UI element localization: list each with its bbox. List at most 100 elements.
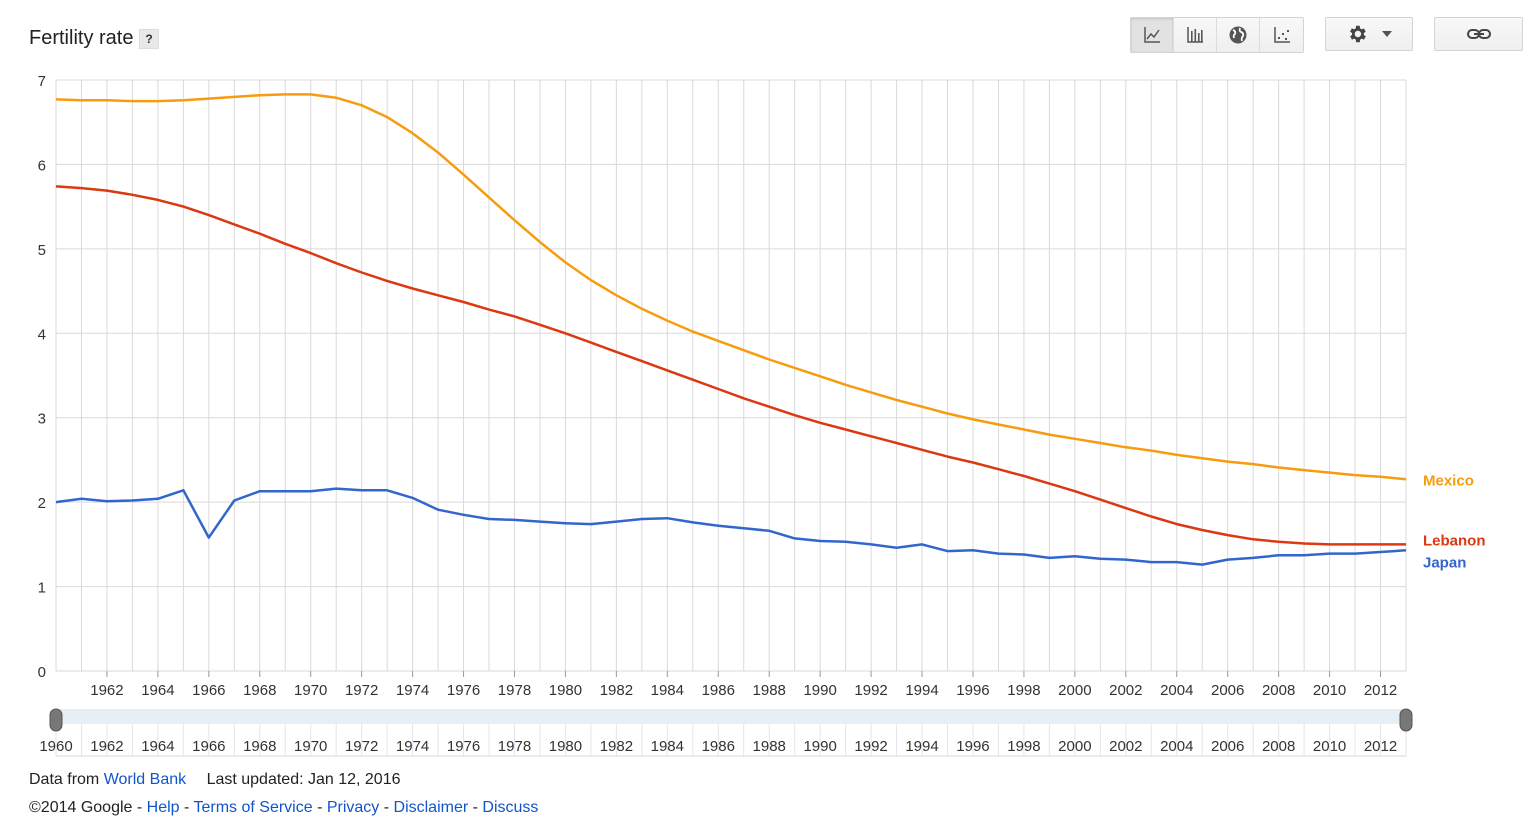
x-tick-label: 1968 (243, 682, 276, 699)
discuss-link[interactable]: Discuss (482, 799, 539, 816)
series-lines (55, 93, 1407, 566)
slider-year-label: 1986 (702, 738, 735, 755)
series-label-mexico: Mexico (1423, 472, 1474, 489)
slider-year-label: 2002 (1109, 738, 1142, 755)
x-tick-label: 1974 (396, 682, 429, 699)
help-link[interactable]: Help (146, 799, 180, 816)
x-tick-label: 1990 (803, 682, 836, 699)
scatter-chart-icon (1273, 27, 1290, 43)
series-label-japan: Japan (1423, 554, 1466, 571)
slider-year-label: 1978 (498, 738, 531, 755)
copyright: ©2014 Google (29, 799, 133, 816)
slider-year-label: 1966 (192, 738, 225, 755)
slider-year-label: 2010 (1313, 738, 1346, 755)
series-labels: Mexico Lebanon Japan (1423, 472, 1486, 571)
x-tick-label: 1994 (905, 682, 938, 699)
slider-year-label: 1972 (345, 738, 378, 755)
help-button[interactable]: ? (139, 29, 159, 49)
slider-year-label: 1990 (803, 738, 836, 755)
bar-chart-icon (1187, 27, 1203, 43)
y-tick-label: 7 (38, 73, 46, 90)
scatter-chart-button[interactable] (1260, 18, 1303, 52)
footer-links: ©2014 Google - Help - Terms of Service -… (29, 799, 539, 816)
y-tick-label: 0 (38, 664, 46, 681)
x-tick-label: 2002 (1109, 682, 1142, 699)
slider-year-label: 1988 (753, 738, 786, 755)
slider-year-label: 1984 (651, 738, 684, 755)
x-tick-label: 1964 (141, 682, 174, 699)
slider-year-label: 2000 (1058, 738, 1091, 755)
slider-year-label: 1964 (141, 738, 174, 755)
y-tick-label: 5 (38, 242, 46, 259)
x-tick-label: 1992 (854, 682, 887, 699)
line-chart-icon (1144, 27, 1160, 43)
caret-down-icon (1382, 31, 1392, 37)
slider-year-label: 1994 (905, 738, 938, 755)
chart-type-toolbar (1130, 17, 1304, 53)
series-label-lebanon: Lebanon (1423, 532, 1486, 549)
slider-year-label: 1976 (447, 738, 480, 755)
x-tick-label: 2000 (1058, 682, 1091, 699)
terms-link[interactable]: Terms of Service (193, 799, 313, 816)
map-button[interactable] (1217, 18, 1260, 52)
slider-handle-end[interactable] (1399, 708, 1413, 732)
chart-title: Fertility rate (29, 27, 134, 49)
disclaimer-link[interactable]: Disclaimer (393, 799, 469, 816)
slider-year-label: 1998 (1007, 738, 1040, 755)
x-tick-label: 1962 (90, 682, 123, 699)
privacy-link[interactable]: Privacy (326, 799, 380, 816)
slider-year-label: 1970 (294, 738, 327, 755)
slider-year-label: 1960 (39, 738, 72, 755)
link-button[interactable] (1434, 17, 1523, 51)
slider-year-label: 2012 (1364, 738, 1397, 755)
world-bank-link[interactable]: World Bank (103, 771, 187, 788)
x-tick-label: 2008 (1262, 682, 1295, 699)
x-tick-label: 1982 (600, 682, 633, 699)
slider-bar[interactable] (56, 711, 1406, 724)
slider-year-label: 1996 (956, 738, 989, 755)
x-tick-label: 1972 (345, 682, 378, 699)
x-tick-label: 2006 (1211, 682, 1244, 699)
x-axis: 1962 1964 1966 1968 1970 1972 1974 1976 1978 1980… (90, 671, 1397, 699)
series-line-japan (55, 487, 1407, 566)
y-tick-label: 1 (38, 580, 46, 597)
y-tick-label: 4 (38, 326, 46, 343)
x-tick-label: 2010 (1313, 682, 1346, 699)
x-tick-label: 2004 (1160, 682, 1193, 699)
slider-year-label: 1992 (854, 738, 887, 755)
data-from-label: Data from (29, 771, 100, 788)
globe-icon (1229, 26, 1247, 44)
y-tick-label: 6 (38, 157, 46, 174)
x-tick-label: 1980 (549, 682, 582, 699)
y-axis: 0 1 2 3 4 5 6 7 (38, 73, 46, 681)
slider-year-label: 1982 (600, 738, 633, 755)
slider-handle-start[interactable] (49, 708, 63, 732)
x-tick-label: 1966 (192, 682, 225, 699)
bar-chart-button[interactable] (1174, 18, 1217, 52)
slider-year-label: 2004 (1160, 738, 1193, 755)
x-tick-label: 1978 (498, 682, 531, 699)
last-updated: Last updated: Jan 12, 2016 (206, 771, 401, 788)
x-tick-label: 1984 (651, 682, 684, 699)
line-chart-button[interactable] (1131, 18, 1174, 52)
settings-button[interactable] (1325, 17, 1413, 51)
slider-year-label: 1974 (396, 738, 429, 755)
x-tick-label: 1996 (956, 682, 989, 699)
series-line-mexico (55, 93, 1407, 481)
slider-year-label: 2008 (1262, 738, 1295, 755)
data-source: Data from World Bank Last updated: Jan 1… (29, 771, 401, 789)
grid-lines (55, 79, 1407, 672)
x-tick-label: 1976 (447, 682, 480, 699)
x-tick-label: 1998 (1007, 682, 1040, 699)
series-line-lebanon (55, 185, 1406, 546)
link-icon (1466, 29, 1491, 39)
x-tick-label: 2012 (1364, 682, 1397, 699)
slider-year-label: 1962 (90, 738, 123, 755)
gear-icon (1350, 25, 1366, 43)
x-tick-label: 1988 (753, 682, 786, 699)
time-range-slider[interactable]: 1960 1962 1964 1966 1968 1970 1972 1974 1976 1978… (39, 708, 1413, 757)
x-tick-label: 1986 (702, 682, 735, 699)
slider-year-label: 1980 (549, 738, 582, 755)
slider-year-label: 2006 (1211, 738, 1244, 755)
